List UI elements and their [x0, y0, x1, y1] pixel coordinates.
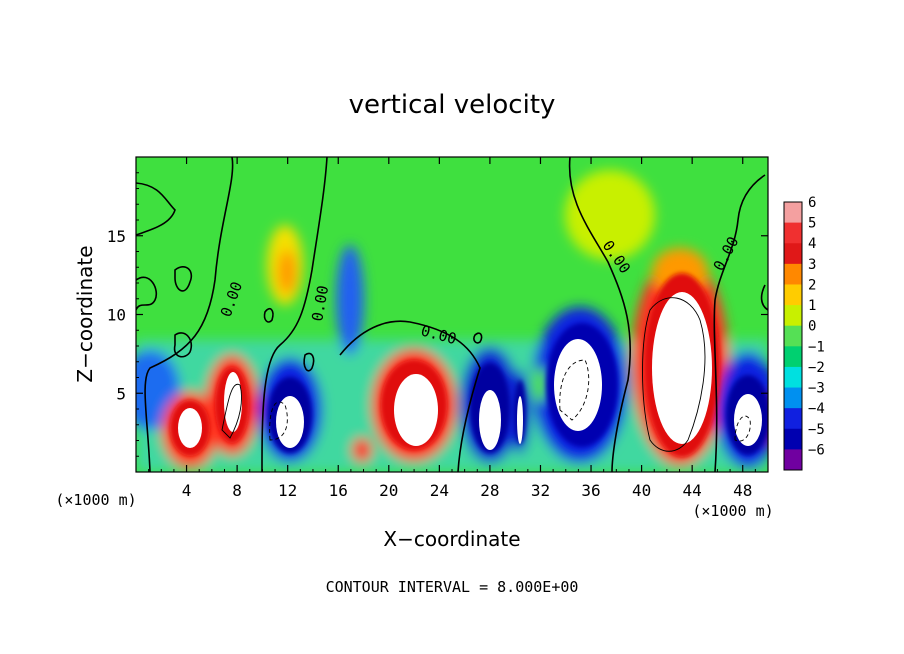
x-tick-label: 28: [480, 481, 499, 500]
x-tick-label: 8: [232, 481, 242, 500]
core-contours: [221, 297, 751, 452]
updraft-core: [394, 374, 438, 446]
contour-lines: [136, 157, 768, 472]
x-tick-label: 24: [430, 481, 449, 500]
updraft-core: [652, 292, 712, 444]
colorbar-swatch: [784, 202, 802, 224]
colorbar-tick-label: 6: [808, 195, 816, 211]
y-tick-label: 5: [116, 384, 126, 403]
x-tick-label: 32: [531, 481, 550, 500]
y-tick-label: 10: [107, 306, 126, 325]
x-tick-label: 48: [733, 481, 752, 500]
colorbar-swatch: [784, 387, 802, 409]
colorbar-tick-label: −5: [808, 422, 825, 438]
contour-interval-note: CONTOUR INTERVAL = 8.000E+00: [326, 578, 579, 596]
x-tick-label: 44: [683, 481, 702, 500]
colorbar-frame: [783, 201, 803, 471]
colorbar-tick-label: 5: [808, 216, 816, 232]
colorbar-swatch: [784, 366, 802, 389]
colorbar-tick-label: −3: [808, 381, 825, 397]
colorbar-tick-label: −6: [808, 442, 825, 458]
colorbar-tick-label: 0: [808, 319, 816, 335]
x-axis: 4 8 12 16 20 24 28 32 36 40 44 48: [148, 157, 756, 500]
colorbar-tick-label: −2: [808, 360, 825, 376]
y-tick-label: 15: [107, 227, 126, 246]
colorbar-tick-label: −4: [808, 401, 825, 417]
x-tick-label: 4: [182, 481, 192, 500]
y-axis: 5 10 15: [107, 172, 768, 457]
downdraft-core: [734, 394, 762, 446]
downdraft-core: [517, 396, 523, 444]
x-axis-unit: (×1000 m): [692, 502, 773, 520]
x-tick-label: 16: [329, 481, 348, 500]
colorbar-swatch: [784, 222, 802, 244]
updraft-core: [224, 372, 242, 432]
colorbar: 6 5 4 3 2 1 0 −1 −2 −3 −4 −5 −6: [783, 195, 825, 471]
x-axis-label: X−coordinate: [383, 527, 520, 551]
colorbar-tick-label: −1: [808, 339, 825, 355]
colorbar-tick-label: 3: [808, 257, 816, 273]
colorbar-swatch: [784, 243, 802, 265]
x-tick-label: 36: [581, 481, 600, 500]
x-tick-label: 12: [278, 481, 297, 500]
colorbar-swatch: [784, 325, 802, 347]
y-axis-unit: (×1000 m): [55, 491, 136, 509]
x-tick-label: 20: [379, 481, 398, 500]
colorbar-tick-label: 2: [808, 277, 816, 293]
downdraft-core: [554, 339, 602, 431]
colorbar-tick-label: 1: [808, 298, 816, 314]
colorbar-tick-label: 4: [808, 236, 816, 252]
plot-area: [136, 157, 768, 472]
colorbar-swatch: [784, 284, 802, 306]
saturated-cores: [178, 292, 762, 450]
x-tick-label: 40: [632, 481, 651, 500]
colorbar-swatch: [784, 408, 802, 430]
downdraft-core: [276, 396, 304, 448]
colorbar-swatch: [784, 263, 802, 285]
contour-label: 0.00: [308, 284, 332, 323]
updraft-core: [178, 408, 202, 448]
colorbar-swatch: [784, 449, 802, 471]
chart-title: vertical velocity: [349, 90, 556, 120]
colorbar-swatch: [784, 428, 802, 450]
y-axis-label: Z−coordinate: [73, 245, 97, 382]
colorbar-swatch: [784, 346, 802, 368]
downdraft-core: [479, 390, 501, 450]
colorbar-swatch: [784, 305, 802, 327]
